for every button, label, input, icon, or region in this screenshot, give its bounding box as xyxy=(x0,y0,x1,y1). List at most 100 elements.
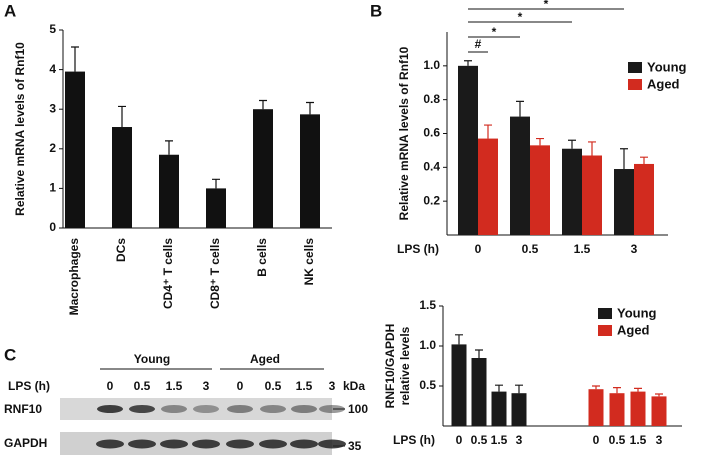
legend-label: Aged xyxy=(647,76,680,91)
error-bar xyxy=(588,141,596,156)
x-tick-label: 0.5 xyxy=(471,433,488,447)
bar xyxy=(530,145,550,235)
bar xyxy=(112,127,132,228)
legend-swatch xyxy=(598,325,612,336)
bar xyxy=(634,163,654,235)
lane-label: 1.5 xyxy=(166,379,183,393)
band xyxy=(97,405,123,413)
bar xyxy=(614,169,634,235)
lane-label: 0.5 xyxy=(134,379,151,393)
band xyxy=(290,439,318,449)
legend-label: Aged xyxy=(617,322,650,337)
bar xyxy=(478,138,498,235)
x-tick-label: NK cells xyxy=(302,238,316,286)
lane-label: 0 xyxy=(237,379,244,393)
error-bar xyxy=(620,148,628,170)
band xyxy=(129,405,155,413)
bar xyxy=(159,154,179,228)
y-tick-label: 5 xyxy=(49,22,56,36)
bar xyxy=(511,393,527,426)
bar xyxy=(471,358,487,426)
y-tick-label: 1 xyxy=(49,181,56,195)
blot-marker: 100 xyxy=(348,402,368,416)
panel-label: C xyxy=(4,345,16,364)
error-bar xyxy=(118,105,126,128)
x-tick-label: 0 xyxy=(475,242,482,256)
band xyxy=(96,439,124,449)
x-tick-label: 0.5 xyxy=(522,242,539,256)
x-tick-label: CD4⁺ T cells xyxy=(161,238,175,309)
sig-label: # xyxy=(475,37,482,51)
bar xyxy=(582,155,602,235)
x-tick-label: CD8⁺ T cells xyxy=(208,238,222,309)
blot-unit: kDa xyxy=(343,379,365,393)
bar xyxy=(510,116,530,235)
band xyxy=(259,439,287,449)
lane-label: 3 xyxy=(203,379,210,393)
y-tick-label: 0.8 xyxy=(423,92,440,106)
y-tick-label: 1.0 xyxy=(419,338,436,352)
y-tick-label: 0.5 xyxy=(419,378,436,392)
bar xyxy=(562,148,582,235)
x-tick-label: Macrophages xyxy=(67,238,81,316)
y-axis-title: RNF10/GAPDH xyxy=(383,324,397,409)
y-axis-title: Relative mRNA levels of Rnf10 xyxy=(397,46,411,220)
x-tick-label: 3 xyxy=(516,433,523,447)
blot-marker: 35 xyxy=(348,439,362,453)
legend-label: Young xyxy=(647,59,687,74)
x-tick-label: 1.5 xyxy=(491,433,508,447)
bar xyxy=(300,114,320,228)
y-tick-label: 0 xyxy=(49,220,56,234)
bar xyxy=(451,344,467,426)
error-bar xyxy=(634,387,642,392)
group-label: Aged xyxy=(250,352,280,366)
x-tick-label: DCs xyxy=(114,238,128,262)
legend-swatch xyxy=(598,308,612,319)
y-tick-label: 1.5 xyxy=(419,298,436,312)
y-tick-label: 0.6 xyxy=(423,126,440,140)
x-tick-label: 1.5 xyxy=(630,433,647,447)
error-bar xyxy=(306,101,314,115)
x-axis-title: LPS (h) xyxy=(393,433,435,447)
bar xyxy=(253,109,273,228)
blot-row-label: RNF10 xyxy=(4,402,42,416)
error-bar xyxy=(464,60,472,66)
band xyxy=(161,405,187,413)
panel-label: B xyxy=(370,1,382,20)
error-bar xyxy=(655,393,663,397)
y-tick-label: 0.4 xyxy=(423,160,440,174)
error-bar xyxy=(475,349,483,358)
sig-label: * xyxy=(518,10,523,24)
x-tick-label: 3 xyxy=(656,433,663,447)
y-tick-label: 3 xyxy=(49,101,56,115)
lane-label: 1.5 xyxy=(296,379,313,393)
x-axis-title: LPS (h) xyxy=(397,242,439,256)
band xyxy=(319,405,345,413)
x-tick-label: 1.5 xyxy=(574,242,591,256)
sig-label: * xyxy=(544,0,549,11)
lane-label: 0 xyxy=(107,379,114,393)
legend-label: Young xyxy=(617,305,657,320)
band xyxy=(291,405,317,413)
bar xyxy=(65,71,85,228)
group-label: Young xyxy=(134,352,170,366)
panel-label: A xyxy=(4,1,16,20)
bar xyxy=(630,391,646,426)
lane-label: 0.5 xyxy=(265,379,282,393)
band xyxy=(318,439,346,449)
blot-row-label: GAPDH xyxy=(4,436,47,450)
band xyxy=(260,405,286,413)
y-tick-label: 4 xyxy=(49,62,56,76)
error-bar xyxy=(71,46,79,72)
blot-xlabel: LPS (h) xyxy=(8,379,50,393)
error-bar xyxy=(495,384,503,392)
band xyxy=(160,439,188,449)
error-bar xyxy=(568,139,576,149)
lane-label: 3 xyxy=(329,379,336,393)
y-axis-title: Relative mRNA levels of Rnf10 xyxy=(13,42,27,216)
x-tick-label: 0 xyxy=(456,433,463,447)
error-bar xyxy=(212,178,220,189)
x-tick-label: B cells xyxy=(255,238,269,277)
error-bar xyxy=(455,334,463,345)
error-bar xyxy=(613,387,621,394)
